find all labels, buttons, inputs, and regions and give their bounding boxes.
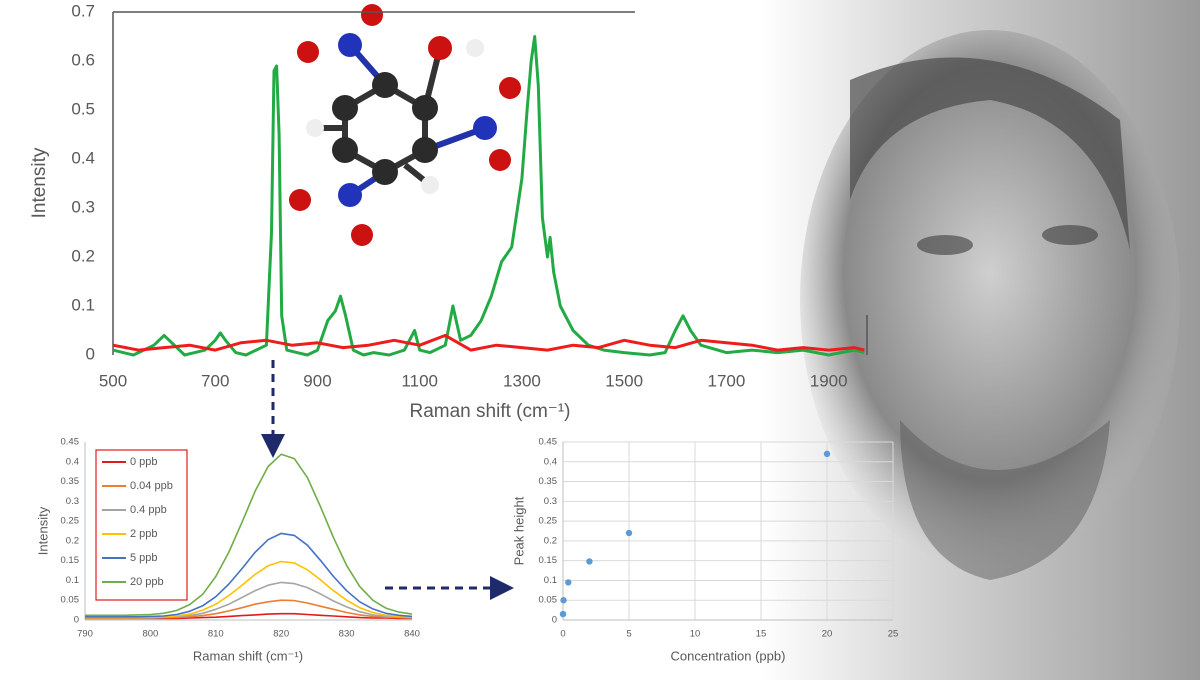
- y-tick-label: 0.4: [71, 148, 95, 167]
- x-tick-label: 15: [756, 629, 767, 640]
- point: [565, 579, 572, 586]
- x-tick-label: 1300: [503, 371, 541, 390]
- legend-box: [95, 449, 188, 601]
- y-tick-label: 0.2: [66, 535, 79, 546]
- y-axis-label: Intensity: [29, 147, 50, 218]
- molecule: [289, 4, 521, 246]
- y-tick-label: 0.2: [71, 246, 95, 265]
- x-tick-label: 800: [142, 629, 158, 640]
- point: [559, 610, 567, 618]
- frame: [112, 11, 868, 355]
- y-tick-label: 0: [552, 615, 557, 626]
- y-tick-label: 0.1: [544, 575, 557, 586]
- x-tick-label: 840: [404, 629, 420, 640]
- series-line: [112, 333, 865, 352]
- x-tick-label: 1700: [708, 371, 746, 390]
- y-tick-label: 0.6: [71, 50, 95, 69]
- y-tick-label: 0.45: [61, 437, 80, 448]
- x-tick-label: 900: [303, 371, 331, 390]
- y-tick-label: 0.4: [544, 456, 557, 467]
- x-tick-label: 1500: [605, 371, 643, 390]
- x-tick-label: 10: [690, 629, 701, 640]
- x-tick-label: 500: [99, 371, 127, 390]
- point: [823, 450, 831, 458]
- series-line: [112, 35, 865, 357]
- y-tick-label: 0.1: [66, 575, 79, 586]
- y-tick-label: 0.3: [66, 496, 79, 507]
- legend-label: 20 ppb: [130, 576, 164, 588]
- y-tick-label: 0.35: [539, 476, 558, 487]
- y-tick-label: 0.1: [71, 295, 95, 314]
- y-tick-label: 0.25: [539, 516, 558, 527]
- y-tick-label: 0: [86, 344, 95, 363]
- y-tick-label: 0.35: [61, 476, 80, 487]
- y-tick-label: 0.05: [61, 595, 80, 606]
- x-tick-label: 810: [208, 629, 224, 640]
- series-line: [85, 453, 413, 617]
- x-tick-label: 20: [822, 629, 833, 640]
- x-tick-label: 790: [77, 629, 93, 640]
- arrows: [261, 360, 514, 600]
- point: [625, 529, 633, 537]
- x-axis-label: Raman shift (cm⁻¹): [193, 648, 303, 663]
- legend-label: 0.4 ppb: [130, 504, 167, 516]
- x-tick-label: 1900: [810, 371, 848, 390]
- x-tick-label: 5: [626, 629, 631, 640]
- x-tick-label: 830: [339, 629, 355, 640]
- y-axis-label: Intensity: [35, 506, 50, 555]
- legend-label: 0 ppb: [130, 456, 158, 468]
- y-tick-label: 0.45: [539, 437, 558, 448]
- y-tick-label: 0.3: [71, 197, 95, 216]
- x-axis-label: Concentration (ppb): [671, 648, 786, 663]
- y-tick-label: 0.5: [71, 99, 95, 118]
- y-axis-label: Peak height: [511, 496, 526, 565]
- y-tick-label: 0.3: [544, 496, 557, 507]
- point: [560, 597, 567, 604]
- photo: [760, 0, 1200, 680]
- legend-label: 5 ppb: [130, 552, 158, 564]
- x-tick-label: 1100: [401, 371, 438, 390]
- y-tick-label: 0.15: [61, 555, 80, 566]
- y-tick-label: 0.25: [61, 516, 80, 527]
- point: [586, 558, 593, 565]
- y-tick-label: 0: [74, 615, 79, 626]
- y-tick-label: 0.15: [539, 555, 558, 566]
- legend-label: 2 ppb: [130, 528, 158, 540]
- x-tick-label: 700: [201, 371, 229, 390]
- x-tick-label: 25: [888, 629, 899, 640]
- x-tick-label: 0: [560, 629, 565, 640]
- legend-label: 0.04 ppb: [130, 480, 173, 492]
- series-line: [85, 532, 413, 618]
- x-tick-label: 820: [273, 629, 289, 640]
- x-axis-label: Raman shift (cm⁻¹): [410, 401, 571, 422]
- y-tick-label: 0.7: [71, 1, 95, 20]
- y-tick-label: 0.2: [544, 535, 557, 546]
- y-tick-label: 0.05: [539, 595, 558, 606]
- y-tick-label: 0.4: [66, 456, 79, 467]
